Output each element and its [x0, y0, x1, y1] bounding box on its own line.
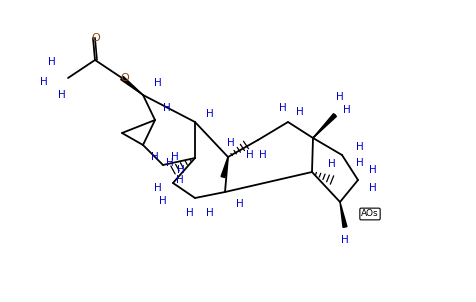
Text: H: H — [327, 159, 335, 169]
Text: AOs: AOs — [360, 210, 378, 219]
Text: H: H — [151, 152, 159, 162]
Text: H: H — [154, 78, 161, 88]
Text: H: H — [176, 175, 183, 185]
Polygon shape — [312, 114, 336, 138]
Text: H: H — [177, 165, 185, 175]
Text: H: H — [40, 77, 48, 87]
Text: H: H — [58, 90, 66, 100]
Polygon shape — [339, 202, 346, 227]
Text: H: H — [48, 57, 56, 67]
Text: H: H — [186, 208, 193, 218]
Text: H: H — [236, 199, 243, 209]
Text: H: H — [336, 92, 343, 102]
Polygon shape — [120, 76, 143, 95]
Text: H: H — [227, 138, 234, 148]
Text: H: H — [154, 183, 161, 193]
Text: H: H — [166, 158, 174, 168]
Text: H: H — [342, 105, 350, 115]
Polygon shape — [220, 157, 228, 178]
Text: H: H — [368, 183, 376, 193]
Text: H: H — [258, 150, 266, 160]
Text: H: H — [356, 158, 363, 168]
Text: H: H — [278, 103, 286, 113]
Text: H: H — [356, 142, 363, 152]
Text: H: H — [296, 107, 303, 117]
Text: H: H — [206, 109, 213, 119]
Text: H: H — [163, 103, 170, 113]
Text: H: H — [246, 150, 253, 160]
Text: O: O — [91, 33, 100, 43]
Text: O: O — [120, 73, 129, 83]
Text: H: H — [159, 196, 167, 206]
Text: H: H — [340, 235, 348, 245]
Text: H: H — [368, 165, 376, 175]
Text: H: H — [171, 152, 178, 162]
Text: H: H — [206, 208, 213, 218]
